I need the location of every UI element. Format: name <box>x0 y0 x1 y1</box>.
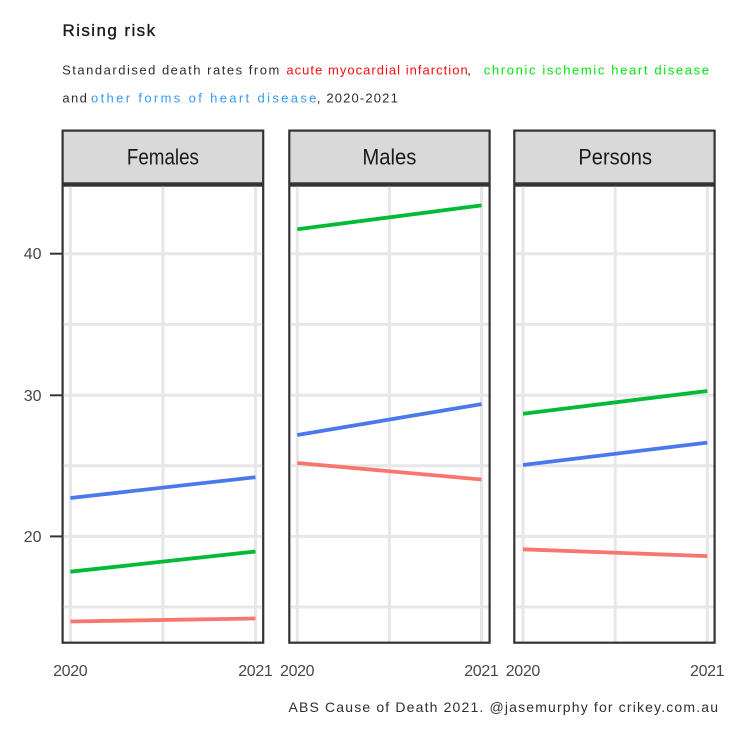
svg-text:2021: 2021 <box>690 663 725 680</box>
svg-text:Persons: Persons <box>578 146 652 170</box>
svg-text:2020: 2020 <box>506 663 541 680</box>
svg-text:Standardised death rates from: Standardised death rates from acute myoc… <box>62 63 709 78</box>
svg-text:and other forms of heart dis: and other forms of heart disease , 2020-… <box>62 91 397 106</box>
svg-text:2021: 2021 <box>238 663 273 680</box>
svg-text:2020: 2020 <box>53 663 88 680</box>
svg-text:Males: Males <box>362 146 416 170</box>
svg-text:30: 30 <box>24 388 42 405</box>
svg-text:2020: 2020 <box>280 663 315 680</box>
svg-text:Rising risk: Rising risk <box>63 21 156 40</box>
svg-text:ABS Cause of Death 2021. @jase: ABS Cause of Death 2021. @jasemurphy for… <box>289 699 719 715</box>
svg-text:Females: Females <box>127 145 199 170</box>
svg-text:20: 20 <box>24 529 42 546</box>
svg-text:40: 40 <box>24 246 42 263</box>
svg-text:2021: 2021 <box>464 663 499 680</box>
